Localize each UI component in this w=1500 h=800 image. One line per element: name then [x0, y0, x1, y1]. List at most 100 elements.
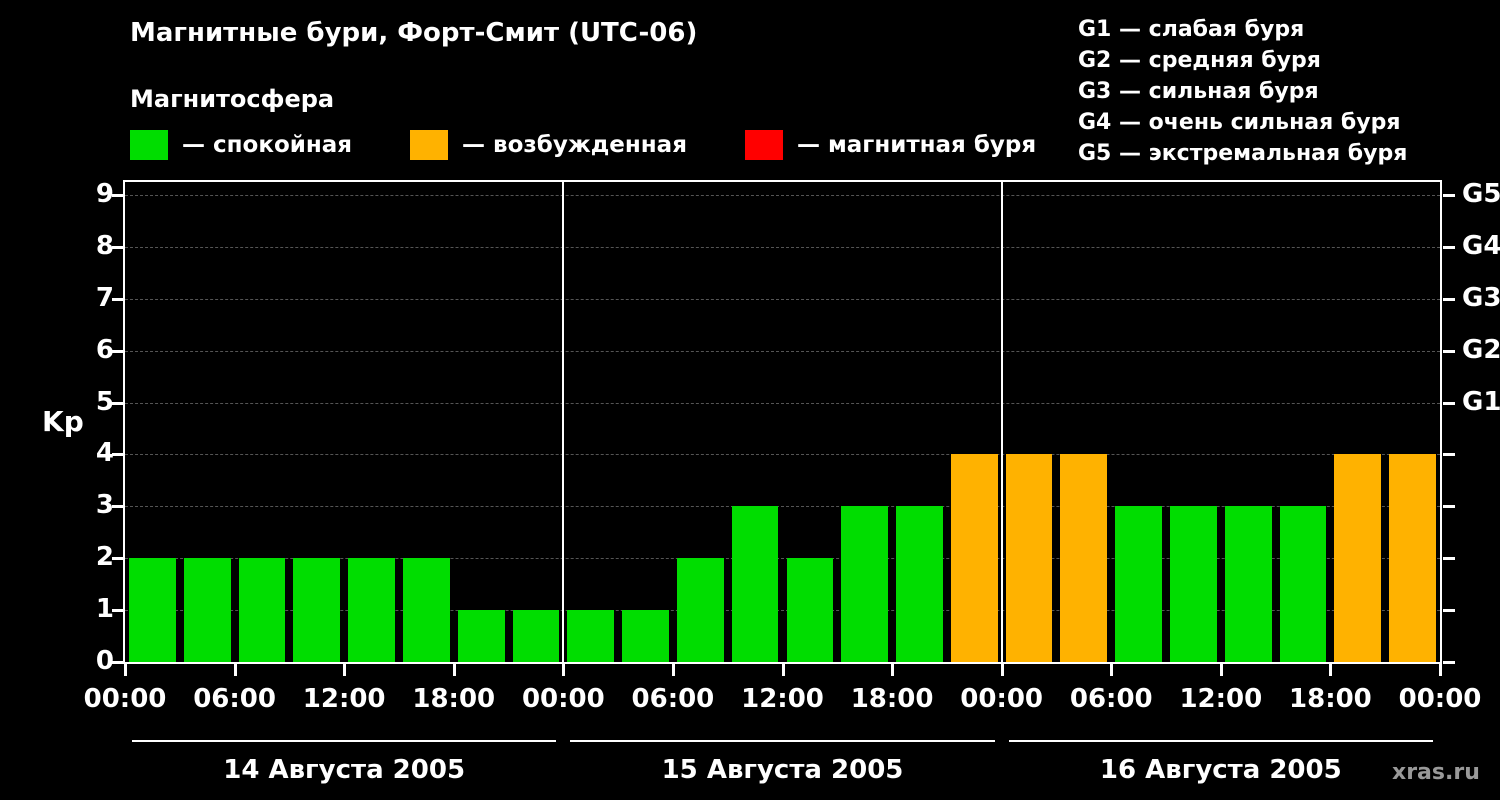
kp-bar [1279, 506, 1327, 662]
y-tick-label: 1 [95, 594, 114, 625]
y-tick-mark [1443, 609, 1455, 613]
kp-bar [841, 506, 889, 662]
x-tick-mark [781, 664, 785, 676]
kp-bar [731, 506, 779, 662]
day-label: 15 Августа 2005 [661, 755, 904, 785]
kp-bar [348, 558, 395, 662]
y-tick-mark [1443, 661, 1455, 664]
legend: — спокойная — возбужденная — магнитная бур… [130, 130, 1094, 160]
storm-scale-item: G3 — сильная буря [1078, 79, 1319, 104]
legend-item-label: — возбужденная [462, 132, 687, 158]
gridline [125, 506, 1440, 508]
y-tick-label: 7 [95, 282, 114, 313]
active-swatch [410, 130, 449, 160]
y-tick-mark [112, 557, 124, 561]
y-tick-mark [112, 349, 124, 353]
storm-scale-legend: G1 — слабая буря G2 — средняя буря G3 — си… [1078, 14, 1407, 169]
plot-area [123, 180, 1442, 664]
gridline [125, 194, 1440, 196]
kp-bar [129, 558, 176, 662]
x-tick-mark [343, 664, 347, 676]
x-tick-label: 06:00 [631, 684, 715, 714]
legend-heading: Магнитосфера [130, 85, 335, 113]
storm-scale-item: G2 — средняя буря [1078, 48, 1321, 73]
x-tick-label: 00:00 [1398, 684, 1482, 714]
kp-bar [1389, 454, 1436, 662]
x-tick-label: 12:00 [741, 684, 824, 714]
gridline [125, 454, 1440, 456]
storm-scale-item: G5 — экстремальная буря [1078, 141, 1408, 166]
x-tick-mark [1000, 664, 1004, 676]
x-tick-mark [1439, 664, 1442, 676]
y-tick-mark [1443, 505, 1455, 509]
legend-item-label: — магнитная буря [796, 132, 1037, 158]
y-tick-label: 0 [95, 646, 114, 676]
y-tick-mark [1443, 297, 1455, 301]
y-tick-label: 8 [95, 230, 114, 261]
y-tick-mark [112, 453, 124, 457]
gridline [125, 558, 1440, 560]
y-tick-mark [112, 609, 124, 613]
y-tick-label: 3 [95, 490, 114, 521]
storm-swatch [744, 130, 783, 160]
x-tick-mark [671, 664, 675, 676]
y-tick-mark [112, 297, 124, 301]
kp-bar [950, 454, 998, 662]
g-level-label: G4 [1462, 230, 1500, 261]
x-tick-label: 18:00 [1289, 684, 1372, 714]
gridline [125, 402, 1440, 404]
gridline [125, 610, 1440, 612]
y-tick-mark [1443, 349, 1455, 353]
kp-bar [786, 558, 834, 662]
y-tick-label: 2 [95, 542, 114, 573]
kp-bar [183, 558, 231, 662]
x-tick-mark [452, 664, 456, 676]
kp-bar [1224, 506, 1272, 662]
x-tick-label: 00:00 [960, 684, 1044, 714]
kp-bar [512, 610, 560, 662]
kp-bar [238, 558, 286, 662]
g-level-label: G1 [1462, 386, 1500, 417]
day-bracket-line [132, 740, 557, 742]
page-title: Магнитные бури, Форт-Смит (UTC-06) [130, 18, 698, 48]
x-tick-mark [233, 664, 237, 676]
y-tick-mark [1443, 453, 1455, 457]
x-tick-mark [1110, 664, 1114, 676]
gridline [125, 246, 1440, 248]
day-bracket-line [1008, 740, 1433, 742]
legend-item-active: — возбужденная [410, 130, 687, 160]
x-tick-mark [1329, 664, 1333, 676]
kp-bar [1115, 506, 1163, 662]
legend-item-quiet: — спокойная [130, 130, 352, 160]
y-tick-mark [112, 401, 124, 405]
y-tick-mark [1443, 557, 1455, 561]
x-tick-mark [124, 664, 127, 676]
y-tick-label: 6 [95, 334, 114, 365]
y-tick-mark [112, 193, 124, 197]
x-tick-label: 06:00 [193, 684, 276, 714]
y-tick-mark [112, 661, 124, 664]
g-level-label: G2 [1462, 334, 1500, 365]
kp-bar [1005, 454, 1053, 662]
day-label: 16 Августа 2005 [1099, 755, 1342, 785]
legend-item-label: — спокойная [182, 132, 353, 158]
day-bracket-line [570, 740, 995, 742]
x-tick-mark [562, 664, 566, 676]
x-tick-mark [891, 664, 895, 676]
kp-bar [676, 558, 724, 662]
x-tick-label: 00:00 [83, 684, 167, 714]
y-tick-mark [1443, 401, 1455, 405]
kp-bar [1060, 454, 1108, 662]
kp-bar [622, 610, 669, 662]
y-tick-mark [112, 505, 124, 509]
x-tick-label: 18:00 [412, 684, 496, 714]
gridline [125, 350, 1440, 352]
quiet-swatch [130, 130, 168, 160]
kp-bar [293, 558, 341, 662]
x-tick-label: 12:00 [302, 684, 386, 714]
y-tick-mark [112, 245, 124, 249]
y-tick-mark [1443, 193, 1455, 197]
kp-bar [457, 610, 505, 662]
kp-bar [1170, 506, 1217, 662]
